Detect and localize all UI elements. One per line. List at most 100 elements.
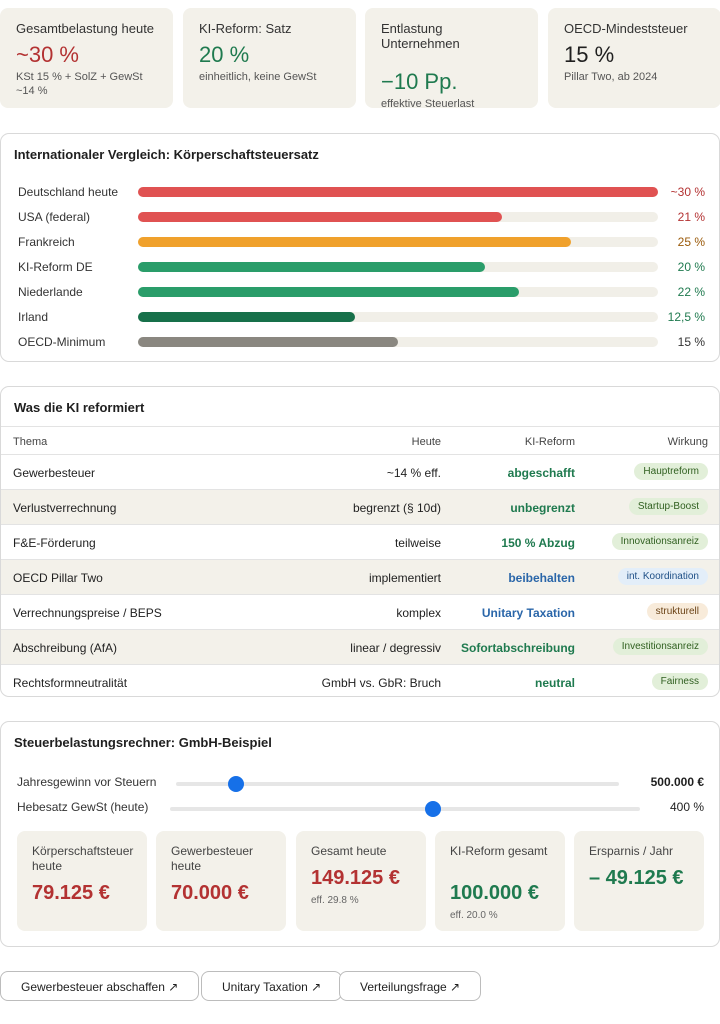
cell-thema: Gewerbesteuer [13, 466, 96, 480]
comparison-value: 22 % [677, 285, 705, 299]
result-eff: eff. 29.8 % [311, 895, 359, 906]
cell-heute: begrenzt (§ 10d) [352, 501, 441, 515]
table-row: Verlustverrechnung begrenzt (§ 10d) unbegr… [1, 490, 719, 525]
comparison-row: Frankreich 25 % [1, 231, 720, 256]
comparison-value: 12,5 % [667, 310, 705, 324]
cell-thema: F&E-Förderung [13, 536, 96, 550]
hebesatz-slider-row: Hebesatz GewSt (heute) 400 % [1, 798, 719, 818]
result-card-ersparnis: Ersparnis / Jahr – 49.125 € [574, 831, 704, 931]
comparison-row: USA (federal) 21 % [1, 206, 720, 231]
result-value: 149.125 € [311, 867, 400, 889]
comparison-bar-track [138, 212, 658, 222]
wirkung-badge: Startup-Boost [628, 498, 708, 515]
comparison-bar-track [138, 312, 658, 322]
verteilungsfrage-button[interactable]: Verteilungsfrage ↗ [339, 971, 482, 1001]
wirkung-badge: int. Koordination [617, 568, 708, 585]
result-label: Gesamt heute [311, 844, 387, 858]
cell-thema: OECD Pillar Two [13, 571, 103, 585]
cell-heute: teilweise [394, 536, 441, 550]
comparison-bar-track [138, 237, 658, 247]
cell-heute: ~14 % eff. [386, 466, 441, 480]
calculator-panel: Steuerbelastungsrechner: GmbH-Beispiel J… [0, 721, 720, 947]
cell-heute: GmbH vs. GbR: Bruch [321, 676, 441, 690]
profit-slider-track[interactable] [176, 776, 619, 792]
gewerbesteuer-abschaffen-button[interactable]: Gewerbesteuer abschaffen ↗ [0, 971, 200, 1001]
cell-thema: Verrechnungspreise / BEPS [13, 606, 162, 620]
wirkung-badge: Investitionsanreiz [612, 638, 708, 655]
profit-slider-thumb[interactable] [228, 776, 244, 792]
table-row: Verrechnungspreise / BEPS komplex Unitary … [1, 595, 719, 630]
comparison-bar-track [138, 287, 658, 297]
kpi-card-entlastung: Entlastung Unternehmen −10 Pp. effektive… [365, 8, 538, 110]
comparison-row: OECD-Minimum 15 % [1, 331, 720, 356]
profit-slider-row: Jahresgewinn vor Steuern 500.000 € [1, 773, 719, 793]
kpi-card-oecd: OECD-Mindeststeuer 15 % Pillar Two, ab 2… [548, 8, 720, 108]
result-label: Körperschaftsteuer heute [32, 844, 134, 873]
comparison-country: Deutschland heute [18, 185, 119, 199]
kpi-label: Entlastung Unternehmen [381, 21, 460, 51]
hebesatz-slider-thumb[interactable] [425, 801, 441, 817]
reform-title: Was die KI reformiert [1, 387, 719, 427]
result-card-gewst: Gewerbesteuer heute 70.000 € [156, 831, 286, 931]
cell-ki-reform: beibehalten [508, 571, 575, 585]
wirkung-badge: strukturell [646, 603, 708, 620]
kpi-label: OECD-Mindeststeuer [564, 21, 688, 36]
header-wirkung: Wirkung [667, 436, 708, 448]
result-eff: eff. 20.0 % [450, 910, 498, 921]
result-label: KI-Reform gesamt [450, 844, 548, 858]
cell-ki-reform: neutral [534, 676, 575, 690]
reform-panel: Was die KI reformiert Thema Heute KI-Ref… [0, 386, 720, 697]
profit-value: 500.000 € [650, 775, 704, 789]
comparison-bar [138, 237, 571, 247]
kpi-value: 20 % [199, 42, 250, 67]
comparison-country: OECD-Minimum [18, 335, 106, 349]
result-value: 70.000 € [171, 882, 249, 904]
result-card-gesamt-heute: Gesamt heute 149.125 € eff. 29.8 % [296, 831, 426, 931]
result-value: 100.000 € [450, 882, 539, 904]
cell-thema: Abschreibung (AfA) [13, 641, 118, 655]
comparison-bar [138, 312, 355, 322]
kpi-sub: KSt 15 % + SolZ + GewSt ~14 % [16, 71, 143, 97]
wirkung-badge: Hauptreform [634, 463, 708, 480]
kpi-label: Gesamtbelastung heute [16, 21, 155, 36]
result-card-kst: Körperschaftsteuer heute 79.125 € [17, 831, 147, 931]
cell-thema: Rechtsformneutralität [13, 676, 128, 690]
hebesatz-label: Hebesatz GewSt (heute) [17, 800, 149, 814]
comparison-country: USA (federal) [18, 210, 91, 224]
cell-heute: komplex [396, 606, 441, 620]
comparison-country: Irland [18, 310, 49, 324]
result-value: 79.125 € [32, 882, 110, 904]
wirkung-badge: Innovationsanreiz [611, 533, 708, 550]
comparison-bar [138, 287, 519, 297]
comparison-row: Deutschland heute ~30 % [1, 181, 720, 206]
comparison-row: Irland 12,5 % [1, 306, 720, 331]
comparison-country: Niederlande [18, 285, 83, 299]
comparison-title: Internationaler Vergleich: Körperschafts… [14, 147, 319, 162]
header-ki-reform: KI-Reform [524, 436, 575, 448]
comparison-value: 15 % [677, 335, 705, 349]
kpi-value: 15 % [564, 42, 615, 67]
table-row: Gewerbesteuer ~14 % eff. abgeschafft Hauptr… [1, 455, 719, 490]
cell-thema: Verlustverrechnung [13, 501, 117, 515]
comparison-bar-track [138, 337, 658, 347]
comparison-bar-track [138, 187, 658, 197]
header-heute: Heute [411, 436, 441, 448]
header-thema: Thema [13, 436, 48, 448]
hebesatz-slider-track[interactable] [170, 801, 640, 817]
comparison-value: ~30 % [670, 185, 705, 199]
kpi-sub: Pillar Two, ab 2024 [564, 71, 658, 83]
cell-ki-reform: 150 % Abzug [501, 536, 575, 550]
hebesatz-value: 400 % [669, 800, 704, 814]
kpi-label: KI-Reform: Satz [199, 21, 292, 36]
table-row: F&E-Förderung teilweise 150 % Abzug Innovat… [1, 525, 719, 560]
unitary-taxation-button[interactable]: Unitary Taxation ↗ [201, 971, 343, 1001]
table-row: OECD Pillar Two implementiert beibehalten i… [1, 560, 719, 595]
comparison-bar [138, 212, 502, 222]
reform-table-header: Thema Heute KI-Reform Wirkung [1, 428, 719, 455]
cell-ki-reform: unbegrenzt [510, 501, 575, 515]
kpi-row: Gesamtbelastung heute ~30 % KSt 15 % + S… [0, 8, 720, 110]
comparison-bar [138, 262, 485, 272]
comparison-bar-track [138, 262, 658, 272]
comparison-country: Frankreich [18, 235, 75, 249]
cell-ki-reform: Unitary Taxation [481, 606, 575, 620]
